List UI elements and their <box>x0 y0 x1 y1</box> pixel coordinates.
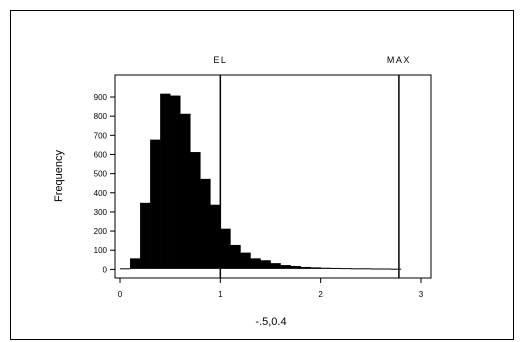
plot-area <box>114 74 432 279</box>
histogram-bar <box>300 266 311 269</box>
y-tick-label: 200 <box>94 227 108 236</box>
y-tick-label: 600 <box>94 150 108 159</box>
histogram-bar <box>150 139 161 269</box>
histogram-bar <box>210 204 221 269</box>
histogram-bar <box>390 268 402 270</box>
x-tick-label: 0 <box>118 290 123 299</box>
histogram-bar <box>220 228 231 269</box>
histogram-bar <box>240 252 251 269</box>
histogram-bar <box>200 178 211 269</box>
histogram-bar <box>130 258 141 269</box>
y-tick-label: 300 <box>94 208 108 217</box>
histogram-bar <box>250 258 261 269</box>
histogram-bar <box>360 268 372 270</box>
x-tick-label: 2 <box>318 290 323 299</box>
y-tick-label: 700 <box>94 131 108 140</box>
histogram-bar <box>180 113 191 269</box>
histogram-bar <box>310 267 321 269</box>
histogram-bar <box>340 268 352 270</box>
histogram-bar <box>140 202 151 269</box>
figure-frame <box>10 10 514 340</box>
x-axis-label: -.5,0.4 <box>255 316 286 328</box>
y-tick-label: 100 <box>94 246 108 255</box>
y-tick-label: 400 <box>94 189 108 198</box>
x-tick-label: 1 <box>218 290 223 299</box>
histogram-bar <box>330 267 342 269</box>
reference-line-label: EL <box>213 55 227 65</box>
histogram-bar <box>320 267 331 269</box>
reference-lines-layer: EL MAX <box>213 55 411 278</box>
x-axis: 0 1 2 3 <box>118 278 424 299</box>
histogram-bar <box>230 244 241 269</box>
histogram-bar <box>260 260 271 269</box>
x-tick-label: 3 <box>419 290 424 299</box>
histogram-bar <box>370 268 382 270</box>
y-axis: 0 100 200 300 400 500 600 700 800 900 <box>94 93 115 274</box>
histogram-bar <box>270 263 281 269</box>
y-tick-label: 800 <box>94 112 108 121</box>
histogram-bar <box>350 268 362 270</box>
histogram-bar <box>380 268 392 270</box>
reference-line-label: MAX <box>387 55 411 65</box>
histogram-bar <box>160 93 171 269</box>
y-tick-label: 500 <box>94 170 108 179</box>
histogram-bar <box>290 266 301 269</box>
y-tick-label: 0 <box>103 265 108 274</box>
y-axis-label: Frequency <box>53 150 65 202</box>
histogram-bar <box>120 268 131 270</box>
histogram-bar <box>190 152 201 269</box>
histogram-bar <box>170 95 181 269</box>
histogram-bar <box>280 265 291 269</box>
bars-layer <box>120 93 402 270</box>
y-tick-label: 900 <box>94 93 108 102</box>
